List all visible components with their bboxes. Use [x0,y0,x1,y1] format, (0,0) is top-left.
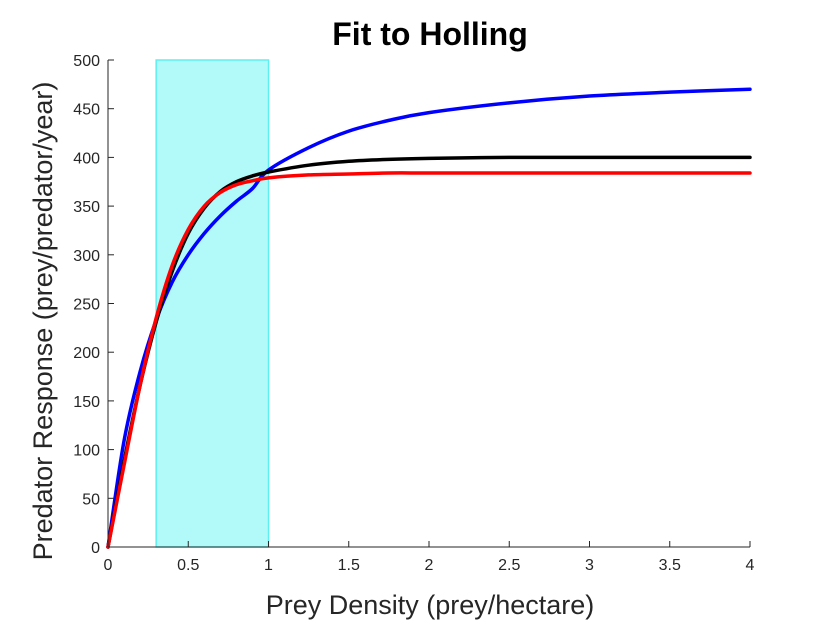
shaded-region [155,59,270,548]
x-tick-label: 4 [746,557,755,574]
chart-title: Fit to Holling [332,16,528,52]
x-axis-label: Prey Density (prey/hectare) [266,590,595,620]
y-ticks: 0 50 100 150 200 250 300 350 400 450 500 [73,53,114,557]
y-tick-label: 50 [82,491,100,508]
y-tick-label: 400 [73,150,100,167]
y-axis-label: Predator Response (prey/predator/year) [28,82,58,561]
x-tick-label: 3.5 [659,557,681,574]
y-tick-label: 200 [73,345,100,362]
y-tick-label: 250 [73,297,100,314]
series-line-3 [106,171,752,549]
y-tick-label: 500 [73,53,100,70]
shaded-region-layer [155,59,270,548]
x-tick-label: 1.5 [338,557,360,574]
x-tick-label: 3 [585,557,594,574]
y-tick-label: 150 [73,394,100,411]
y-tick-label: 450 [73,102,100,119]
x-tick-label: 2.5 [498,557,520,574]
y-tick-label: 100 [73,443,100,460]
y-tick-label: 350 [73,199,100,216]
x-tick-label: 1 [264,557,273,574]
x-tick-label: 0 [104,557,113,574]
x-ticks: 0 0.5 1 1.5 2 2.5 3 3.5 4 [104,541,755,574]
y-tick-label: 300 [73,248,100,265]
series-layer [106,87,752,549]
x-tick-label: 0.5 [177,557,199,574]
x-tick-label: 2 [425,557,434,574]
y-tick-label: 0 [91,540,100,557]
